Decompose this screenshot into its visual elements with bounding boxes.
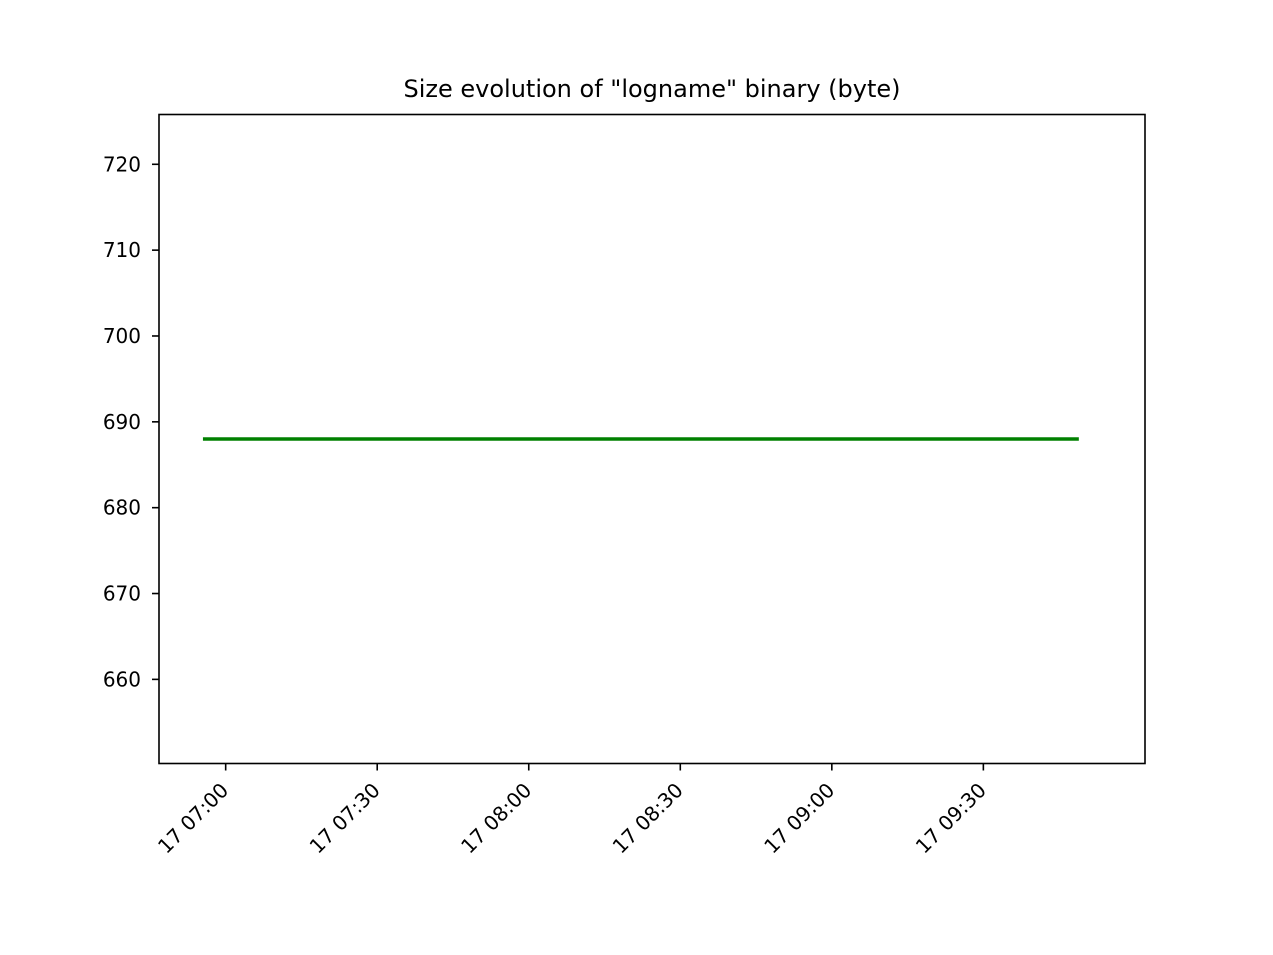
x-tick-label: 17 08:30 (608, 778, 688, 858)
y-tick-label: 680 (103, 496, 141, 520)
axes-frame (158, 113, 1146, 765)
x-tick-label: 17 07:00 (153, 778, 233, 858)
x-tick-label: 17 09:30 (911, 778, 991, 858)
y-tick-label: 720 (103, 152, 141, 176)
x-tick-label: 17 09:00 (759, 778, 839, 858)
y-tick-label: 690 (103, 410, 141, 434)
chart-title: Size evolution of "logname" binary (byte… (403, 75, 900, 103)
y-tick-label: 660 (103, 667, 141, 691)
x-axis: 17 07:00 17 07:30 17 08:00 17 08:30 17 09:00… (153, 763, 991, 858)
y-tick-label: 700 (103, 324, 141, 348)
y-axis: 660 670 680 690 700 710 720 (103, 152, 159, 691)
x-tick-label: 17 07:30 (305, 778, 385, 858)
y-tick-label: 710 (103, 238, 141, 262)
x-tick-label: 17 08:00 (456, 778, 536, 858)
y-tick-label: 670 (103, 582, 141, 606)
